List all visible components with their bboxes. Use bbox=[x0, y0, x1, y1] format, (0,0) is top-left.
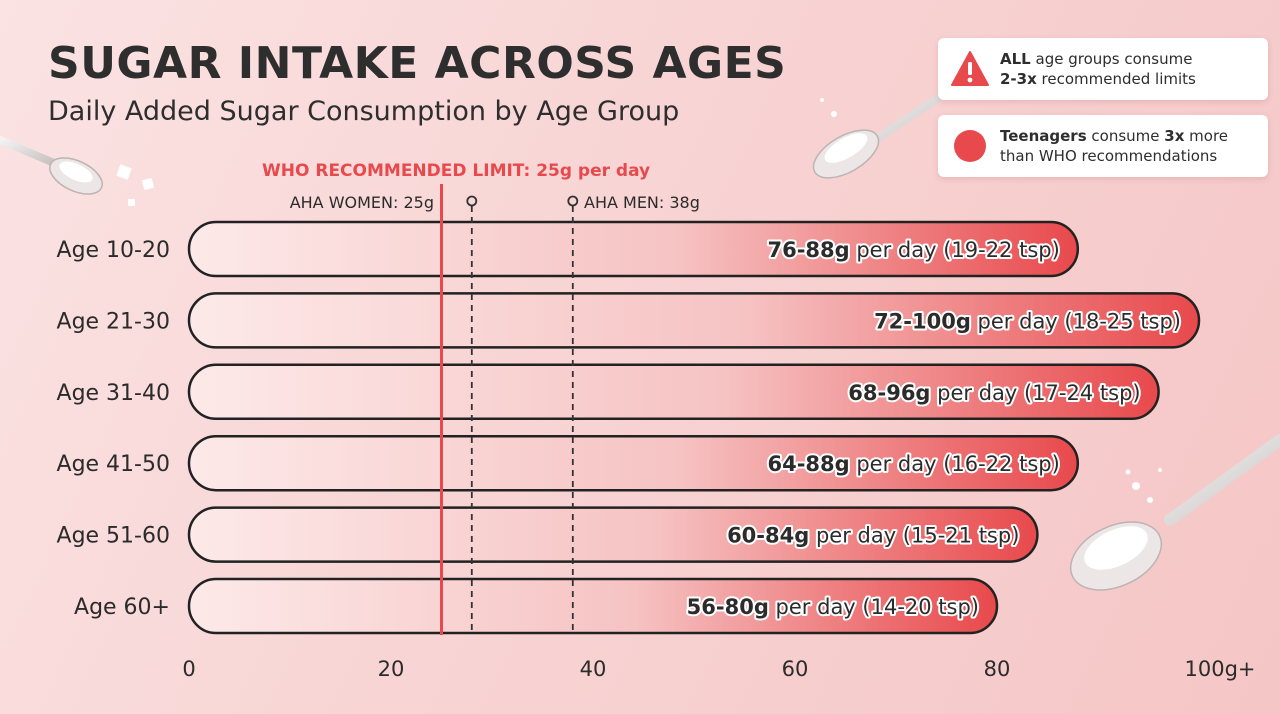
category-label: Age 51-60 bbox=[57, 524, 170, 549]
bar bbox=[187, 434, 1080, 492]
category-label: Age 31-40 bbox=[57, 381, 170, 406]
aha-men-line-marker bbox=[567, 195, 579, 207]
callout-text: Teenagers consume 3x more than WHO recom… bbox=[1000, 127, 1229, 165]
bar bbox=[187, 220, 1080, 278]
bar bbox=[187, 363, 1160, 421]
page-subtitle: Daily Added Sugar Consumption by Age Gro… bbox=[48, 96, 680, 127]
data-label: 64-88g per day (16-22 tsp) bbox=[767, 452, 1059, 476]
data-label-value: 68-96g bbox=[848, 381, 930, 405]
x-tick-label: 100g+ bbox=[1184, 657, 1255, 681]
who-limit-label: WHO RECOMMENDED LIMIT: 25g per day bbox=[262, 161, 650, 181]
spoon-icon bbox=[812, 86, 954, 179]
data-label-unit: per day (19-22 tsp) bbox=[850, 238, 1060, 262]
data-label-value: 60-84g bbox=[727, 524, 809, 548]
sugar-cube-icon bbox=[116, 164, 155, 206]
category-label: Age 60+ bbox=[74, 595, 170, 620]
data-label-unit: per day (15-21 tsp) bbox=[809, 524, 1019, 548]
data-label-value: 56-80g bbox=[687, 595, 769, 619]
data-label: 60-84g per day (15-21 tsp) bbox=[727, 524, 1019, 548]
category-label: Age 41-50 bbox=[57, 452, 170, 477]
data-label-unit: per day (16-22 tsp) bbox=[850, 452, 1060, 476]
x-tick-label: 60 bbox=[782, 657, 809, 681]
page-title: SUGAR INTAKE ACROSS AGES bbox=[48, 38, 787, 89]
x-tick-label: 20 bbox=[378, 657, 405, 681]
data-label-value: 72-100g bbox=[874, 309, 971, 333]
data-label-unit: per day (14-20 tsp) bbox=[769, 595, 979, 619]
spoon-icon bbox=[0, 136, 103, 195]
data-label: 68-96g per day (17-24 tsp) bbox=[848, 381, 1140, 405]
callout-teenagers: Teenagers consume 3x more than WHO recom… bbox=[938, 115, 1268, 177]
category-label: Age 21-30 bbox=[57, 309, 170, 334]
x-tick-label: 0 bbox=[182, 657, 195, 681]
aha-women-label: AHA WOMEN: 25g bbox=[290, 193, 434, 212]
x-tick-label: 80 bbox=[984, 657, 1011, 681]
data-label: 76-88g per day (19-22 tsp) bbox=[767, 238, 1059, 262]
data-label: 56-80g per day (14-20 tsp) bbox=[687, 595, 979, 619]
category-label: Age 10-20 bbox=[57, 238, 170, 263]
x-tick-label: 40 bbox=[580, 657, 607, 681]
data-label-unit: per day (17-24 tsp) bbox=[930, 381, 1140, 405]
data-label-unit: per day (18-25 tsp) bbox=[971, 309, 1181, 333]
warning-triangle-icon bbox=[951, 51, 989, 86]
callout-text: ALL age groups consume 2-3x recommended … bbox=[1000, 50, 1196, 88]
data-label: 72-100g per day (18-25 tsp) bbox=[874, 309, 1181, 333]
aha-men-label: AHA MEN: 38g bbox=[584, 193, 700, 212]
bar bbox=[187, 506, 1039, 563]
data-label-value: 64-88g bbox=[767, 452, 849, 476]
spoon-icon bbox=[1069, 434, 1280, 591]
red-dot-icon bbox=[954, 130, 986, 162]
callout-all-groups: ALL age groups consume 2-3x recommended … bbox=[938, 38, 1268, 100]
aha-women-line-marker bbox=[466, 195, 478, 207]
bar bbox=[187, 577, 999, 635]
data-label-value: 76-88g bbox=[767, 238, 849, 262]
